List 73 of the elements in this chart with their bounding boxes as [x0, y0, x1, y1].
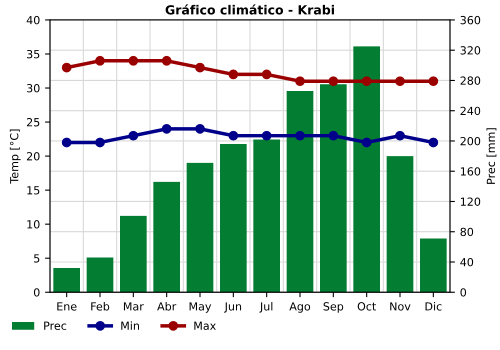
point: [328, 130, 338, 141]
legend-label: Max: [194, 322, 216, 330]
bar: [253, 139, 280, 292]
y-tick-label: 40: [26, 16, 40, 24]
legend-label: Prec: [44, 322, 66, 330]
point: [262, 130, 272, 141]
y-axis-title: Temp [°C]: [10, 129, 21, 184]
bar: [220, 144, 247, 292]
x-tick-label: Nov: [390, 302, 411, 311]
bar: [86, 257, 114, 292]
x-tick-label: Feb: [91, 302, 110, 311]
point: [195, 124, 205, 134]
point: [262, 70, 272, 80]
y-tick-label: 20: [26, 152, 40, 160]
y2-tick-label: 120: [460, 197, 480, 206]
point: [428, 76, 438, 86]
bar: [286, 91, 314, 292]
y2-tick-label: 80: [460, 228, 474, 236]
point: [295, 130, 305, 141]
bar: [153, 182, 180, 292]
point: [362, 76, 372, 86]
point: [362, 138, 372, 148]
point: [328, 76, 338, 86]
point: [395, 130, 405, 141]
y2-tick-label: 0: [460, 288, 466, 297]
y2-tick-label: 200: [460, 136, 480, 146]
y2-axis-title: Prec [mm]: [486, 128, 496, 184]
y2-tick-label: 40: [460, 258, 474, 266]
x-tick-label: Jun: [224, 302, 242, 313]
point: [228, 130, 238, 141]
bar: [420, 238, 447, 292]
y2-tick-label: 280: [460, 76, 480, 85]
point: [395, 76, 405, 86]
bar: [120, 216, 147, 292]
x-tick-label: Ene: [57, 302, 77, 311]
y-tick-label: 15: [27, 186, 40, 195]
x-tick-label: Abr: [157, 302, 176, 311]
point: [62, 138, 72, 148]
x-tick-label: Jul: [259, 302, 272, 313]
y-tick-label: 30: [26, 84, 40, 92]
y-tick-label: 25: [26, 118, 40, 126]
point: [128, 56, 138, 66]
y-tick-label: 35: [26, 50, 40, 58]
y2-tick-label: 160: [460, 167, 480, 176]
x-tick-label: May: [190, 302, 212, 313]
x-tick-label: Dic: [426, 302, 442, 311]
point: [162, 56, 172, 66]
y-tick-label: 5: [34, 254, 40, 263]
legend-label: Min: [121, 321, 139, 330]
y2-tick-label: 240: [460, 106, 480, 116]
y2-tick-label: 360: [460, 16, 480, 24]
bar: [353, 46, 380, 292]
bar: [186, 162, 214, 292]
y2-tick-label: 320: [460, 46, 480, 55]
y-tick-label: 10: [27, 220, 40, 229]
bar: [386, 156, 414, 292]
x-tick-label: Ago: [289, 302, 310, 313]
point: [428, 138, 438, 148]
bar: [53, 268, 80, 292]
x-tick-label: Mar: [124, 302, 144, 311]
point: [95, 138, 105, 148]
point: [162, 124, 172, 134]
point: [195, 62, 205, 72]
y-tick-label: 0: [34, 288, 40, 297]
chart-title: Gráfico climático - Krabi: [166, 4, 334, 15]
point: [95, 56, 105, 66]
x-tick-label: Oct: [358, 302, 376, 311]
bar: [320, 84, 347, 292]
point: [228, 70, 238, 80]
point: [295, 76, 305, 86]
point: [62, 62, 72, 72]
point: [128, 130, 138, 141]
x-tick-label: Sep: [324, 302, 344, 313]
